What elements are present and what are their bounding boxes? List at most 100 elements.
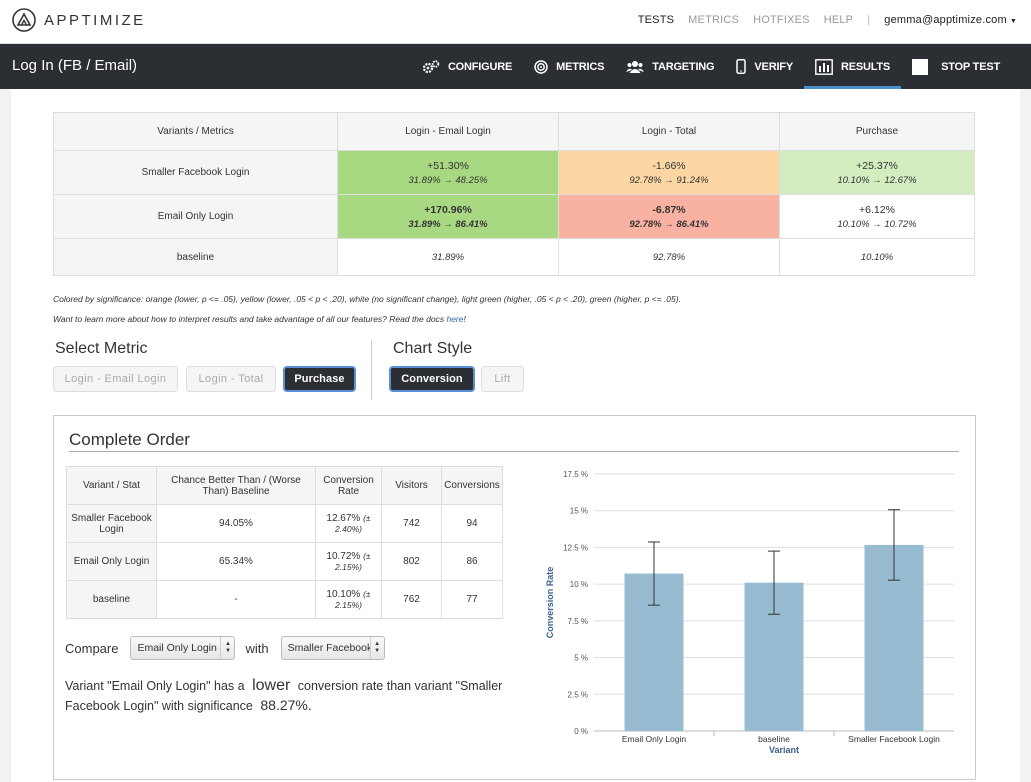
table-header-row: Variant / Stat Chance Better Than / (Wor… [66, 466, 503, 505]
variant-stats-table: Variant / Stat Chance Better Than / (Wor… [66, 466, 503, 619]
significance-statement: Variant "Email Only Login" has a lower c… [65, 676, 505, 716]
rate-value: 12.67% [326, 512, 361, 524]
y-tick-label: 7.5 % [568, 617, 588, 626]
tab-verify[interactable]: VERIFY [725, 44, 804, 89]
header-variants-metrics: Variants / Metrics [53, 112, 338, 151]
y-tick-label: 15 % [570, 507, 588, 516]
header-login-email: Login - Email Login [337, 112, 559, 151]
x-tick-label: Email Only Login [622, 734, 687, 744]
y-tick-label: 17.5 % [563, 470, 588, 479]
tab-targeting[interactable]: TARGETING [615, 44, 725, 89]
compare-label: Compare [65, 640, 119, 656]
tab-label: STOP TEST [941, 60, 1000, 73]
docs-note-end: ! [463, 314, 466, 324]
docs-link[interactable]: here [446, 314, 464, 324]
variant-name: baseline [53, 238, 338, 276]
complete-order-box: Complete Order Variant / Stat Chance Bet… [53, 415, 976, 780]
rate-error: (± 2.40%) [335, 512, 371, 534]
variant-name: baseline [66, 580, 157, 619]
table-row: Email Only Login +170.96% 31.89% → 86.41%… [53, 194, 975, 239]
tab-label: RESULTS [840, 60, 891, 73]
chart-style-lift[interactable]: Lift [481, 366, 524, 392]
rate-range: 92.78% → 91.24% [629, 174, 709, 186]
rate-value: 10.10% [326, 588, 361, 600]
rate-range: 10.10% → 12.67% [837, 174, 917, 186]
table-row: baseline - 10.10% (± 2.15%) 762 77 [66, 580, 503, 619]
header-conversions: Conversions [441, 466, 503, 505]
experiment-title: Log In (FB / Email) [12, 57, 138, 74]
experiment-header: Log In (FB / Email) CONFIGURE METRICS TA… [0, 44, 1031, 89]
chevron-down-icon: ▼ [1009, 18, 1017, 25]
y-tick-label: 5 % [574, 654, 588, 663]
result-cell: +170.96% 31.89% → 86.41% [337, 194, 559, 239]
y-tick-label: 12.5 % [563, 543, 588, 552]
rate-error: (± 2.15%) [335, 588, 371, 610]
bar-chart-icon [815, 58, 833, 75]
result-cell: +51.30% 31.89% → 48.25% [337, 150, 559, 195]
gears-icon [422, 59, 440, 73]
chart-style-conversion[interactable]: Conversion [389, 366, 475, 392]
table-row: baseline 31.89% 92.78% 10.10% [53, 238, 975, 276]
header-purchase: Purchase [779, 112, 975, 151]
tab-results[interactable]: RESULTS [803, 44, 902, 89]
conversions-value: 86 [441, 542, 503, 581]
lift-value: -1.66% [652, 159, 686, 172]
baseline-value: 92.78% [558, 238, 780, 276]
visitors-value: 762 [381, 580, 442, 619]
baseline-value: 31.89% [337, 238, 559, 276]
top-bar: APPTIMIZE TESTS METRICS HOTFIXES HELP | … [0, 0, 1031, 44]
result-cell: +6.12% 10.10% → 10.72% [779, 194, 975, 239]
lift-value: +170.96% [424, 203, 472, 216]
selected-value: Email Only Login [137, 642, 217, 654]
table-header-row: Variants / Metrics Login - Email Login L… [53, 112, 975, 151]
tab-label: CONFIGURE [447, 60, 513, 73]
header-login-total: Login - Total [558, 112, 780, 151]
logo[interactable]: APPTIMIZE [12, 8, 146, 32]
conversions-value: 94 [441, 504, 503, 543]
order-title: Complete Order [69, 430, 190, 449]
user-email: gemma@apptimize.com [884, 14, 1007, 26]
apptimize-logo-icon [12, 8, 36, 32]
brand-name: APPTIMIZE [44, 11, 146, 29]
header-variant-stat: Variant / Stat [66, 466, 157, 505]
divider [371, 340, 372, 400]
docs-note-text: Want to learn more about how to interpre… [53, 314, 445, 324]
y-axis-title: Conversion Rate [545, 567, 555, 639]
nav-hotfixes[interactable]: HOTFIXES [753, 14, 810, 26]
selected-value: Smaller Facebook [287, 642, 373, 654]
stop-icon [912, 58, 929, 75]
tab-label: VERIFY [754, 60, 793, 73]
metric-option-login-total[interactable]: Login - Total [186, 366, 276, 392]
table-row: Smaller Facebook Login 94.05% 12.67% (± … [66, 504, 503, 543]
nav-tests[interactable]: TESTS [637, 14, 675, 26]
metric-option-purchase[interactable]: Purchase [283, 366, 356, 392]
rate-range: 92.78% → 86.41% [629, 218, 709, 230]
compare-variant-a-select[interactable]: Email Only Login ▲ ▼ [130, 636, 236, 660]
tab-metrics[interactable]: METRICS [523, 44, 615, 89]
nav-separator: | [867, 14, 871, 26]
tab-stop-test[interactable]: STOP TEST [901, 44, 1011, 89]
compare-variant-b-select[interactable]: Smaller Facebook ▲ ▼ [280, 636, 385, 660]
phone-icon [736, 59, 747, 74]
x-tick-label: Smaller Facebook Login [848, 734, 940, 744]
results-panel: Variants / Metrics Login - Email Login L… [11, 89, 1020, 782]
result-cell: -6.87% 92.78% → 86.41% [558, 194, 780, 239]
nav-metrics[interactable]: METRICS [688, 14, 740, 26]
nav-help[interactable]: HELP [823, 14, 854, 26]
lift-value: +6.12% [859, 203, 895, 216]
user-menu[interactable]: gemma@apptimize.com ▼ [884, 14, 1017, 26]
experiment-tabs: CONFIGURE METRICS TARGETING VERIFY RESUL… [411, 44, 1011, 89]
table-row: Email Only Login 65.34% 10.72% (± 2.15%)… [66, 542, 503, 581]
result-cell: +25.37% 10.10% → 12.67% [779, 150, 975, 195]
conversion-rate-chart: 0 % 2.5 % 5 % 7.5 % 10 % 12.5 % 15 % 17.5 % Emai… [545, 470, 954, 755]
compare-row: Compare Email Only Login ▲ ▼ with Smaller… [65, 636, 385, 660]
chance-value: 94.05% [156, 504, 316, 543]
tab-configure[interactable]: CONFIGURE [411, 44, 523, 89]
rate-error: (± 2.15%) [335, 550, 371, 572]
title-underline [69, 451, 959, 452]
metric-option-login-email[interactable]: Login - Email Login [53, 366, 178, 392]
select-arrows-icon: ▲ ▼ [369, 637, 384, 659]
y-tick-label: 10 % [570, 580, 588, 589]
significance-legend: Colored by significance: orange (lower, … [53, 294, 681, 304]
x-axis-title: Variant [769, 745, 799, 755]
